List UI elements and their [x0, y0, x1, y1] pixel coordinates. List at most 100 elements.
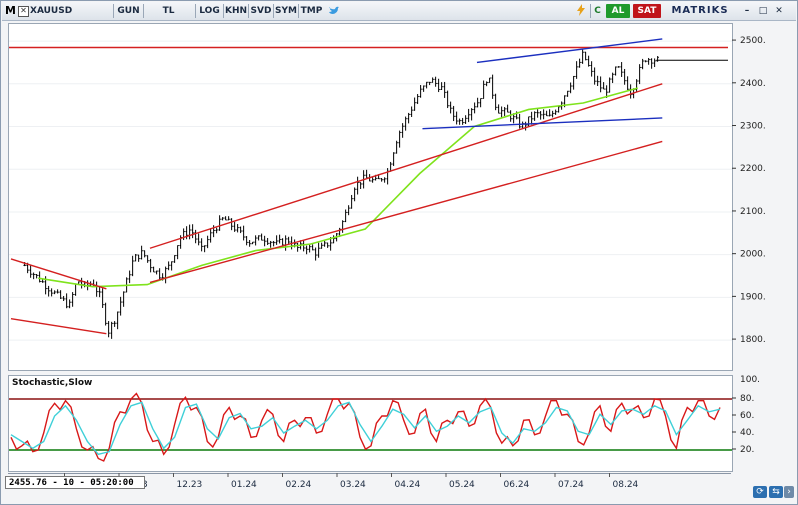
candles [23, 49, 659, 339]
price-candle [581, 49, 584, 64]
price-candle [386, 168, 389, 185]
price-candle [629, 84, 632, 99]
price-candle [101, 288, 104, 308]
sym-button[interactable]: SYM [273, 4, 298, 18]
price-candle [296, 242, 299, 252]
price-candle [569, 82, 572, 94]
x-tick-label: 02.24 [286, 480, 312, 490]
price-candle [155, 270, 158, 275]
price-candle [260, 233, 263, 241]
price-candle [614, 66, 617, 76]
price-candle [599, 76, 602, 93]
price-candle [317, 242, 320, 258]
triangle-trendline [422, 117, 663, 130]
price-candle [641, 58, 644, 70]
price-candle [491, 74, 494, 99]
price-candle [116, 311, 119, 330]
price-candle [323, 240, 326, 247]
price-candle [449, 101, 452, 114]
price-candle [341, 220, 344, 233]
price-candle [398, 130, 401, 148]
close-icon[interactable]: ✕ [775, 6, 783, 16]
tmp-button[interactable]: TMP [298, 4, 324, 18]
sell-button[interactable]: SAT [633, 4, 661, 18]
stochastic-d-line [10, 401, 721, 456]
price-candle [173, 255, 176, 263]
price-candle [620, 62, 623, 77]
price-plot[interactable] [8, 23, 733, 371]
price-candle [176, 245, 179, 260]
svd-button[interactable]: SVD [248, 4, 273, 18]
minimize-icon[interactable]: – [744, 6, 750, 16]
price-candle [452, 105, 455, 122]
price-candle [158, 268, 161, 281]
y-tick-label: 2400. [740, 79, 766, 89]
stochastic-plot[interactable] [8, 375, 733, 472]
log-button[interactable]: LOG [195, 4, 223, 18]
y-tick-label: 1800. [740, 335, 766, 345]
brand-label: MATRIKS [671, 5, 729, 16]
price-candle [218, 215, 221, 231]
price-candle [134, 253, 137, 262]
price-candle [434, 76, 437, 87]
price-candle [455, 111, 458, 125]
price-candle [326, 242, 329, 248]
khn-button[interactable]: KHN [223, 4, 248, 18]
price-y-axis: 2500. 2400. 2300. 2200. 2100. 2000. 1900. 1800. [732, 36, 766, 345]
price-candle [527, 116, 530, 127]
sync-icon[interactable]: ⇆ [769, 486, 783, 498]
price-candle [287, 236, 290, 244]
price-candle [485, 81, 488, 87]
lightning-icon[interactable] [574, 4, 588, 18]
price-candle [545, 110, 548, 117]
price-candle [416, 94, 419, 105]
price-candle [62, 295, 65, 301]
period-button[interactable]: GUN [113, 4, 143, 18]
twitter-bird-icon[interactable] [326, 4, 342, 18]
price-candle [32, 272, 35, 280]
x-tick-label: 03.24 [340, 480, 366, 490]
price-candle [506, 104, 509, 113]
price-candle [149, 258, 152, 273]
price-candle [233, 221, 236, 232]
y-tick-label: 2000. [740, 250, 766, 260]
crosshair-readout: 2455.76 - 10 - 05:20:00 [5, 476, 145, 489]
price-candle [305, 245, 308, 255]
price-candle [422, 85, 425, 92]
price-candle [131, 255, 134, 277]
price-candle [53, 290, 56, 295]
price-candle [248, 239, 251, 247]
price-candle [254, 235, 257, 246]
price-candle [656, 56, 659, 62]
price-candle [257, 235, 260, 241]
price-candle [566, 90, 569, 97]
price-candle [497, 104, 500, 114]
restore-icon[interactable]: □ [758, 6, 768, 16]
close-symbol-icon[interactable]: ✕ [18, 6, 29, 17]
price-candle [380, 177, 383, 182]
symbol-field[interactable]: XAUUSD [30, 6, 73, 16]
price-candle [404, 116, 407, 131]
refresh-icon[interactable]: ⟳ [753, 486, 767, 498]
price-candle [608, 77, 611, 93]
price-candle [119, 296, 122, 316]
price-candle [284, 235, 287, 251]
buy-button[interactable]: AL [606, 4, 630, 18]
price-candle [332, 235, 335, 244]
currency-button[interactable]: TL [143, 4, 193, 18]
c-button[interactable]: C [590, 4, 604, 18]
price-candle [242, 225, 245, 241]
price-candle [611, 72, 614, 84]
price-candle [419, 85, 422, 98]
price-candle [122, 291, 125, 307]
price-candle [464, 115, 467, 124]
price-candle [482, 80, 485, 100]
menu-button[interactable]: M [5, 4, 16, 17]
scroll-right-icon[interactable]: › [784, 486, 794, 498]
y-tick-label: 100. [740, 375, 760, 385]
price-candle [554, 109, 557, 115]
price-candle [314, 247, 317, 261]
price-candle [320, 242, 323, 249]
x-tick-label: 06.24 [504, 480, 530, 490]
